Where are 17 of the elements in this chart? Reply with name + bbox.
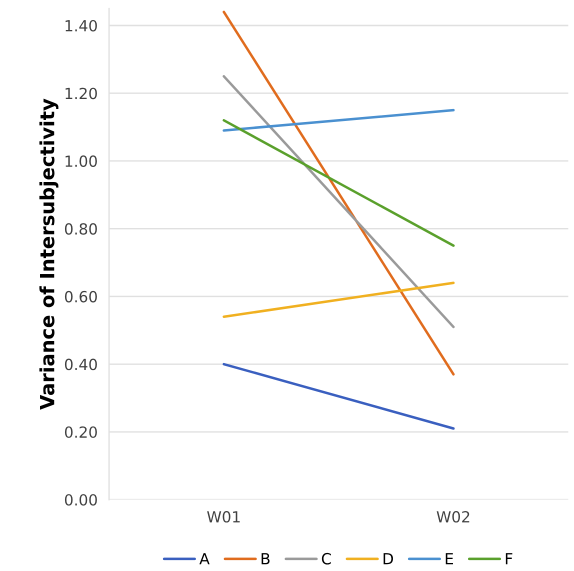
- y-axis-title: Variance of Intersubjectivity: [39, 98, 58, 410]
- legend-label: C: [322, 552, 331, 564]
- legend-label: B: [262, 553, 270, 564]
- y-tick-label: 0.40: [64, 358, 97, 370]
- y-tick-label: 1.20: [66, 88, 97, 100]
- x-tick-label: W01: [207, 511, 240, 523]
- legend-label: D: [384, 553, 393, 564]
- x-tick-label: W02: [436, 511, 470, 523]
- y-tick-label: 0.80: [64, 223, 97, 235]
- legend-label: E: [446, 553, 453, 564]
- legend-label: A: [199, 553, 210, 564]
- y-tick-label: 1.00: [66, 155, 97, 167]
- y-tick-label: 1.40: [66, 20, 97, 32]
- y-tick-label: 0.60: [64, 290, 97, 302]
- y-tick-label: 0.20: [64, 426, 97, 438]
- y-tick-label: 0.00: [64, 494, 97, 506]
- legend-label: F: [506, 553, 512, 564]
